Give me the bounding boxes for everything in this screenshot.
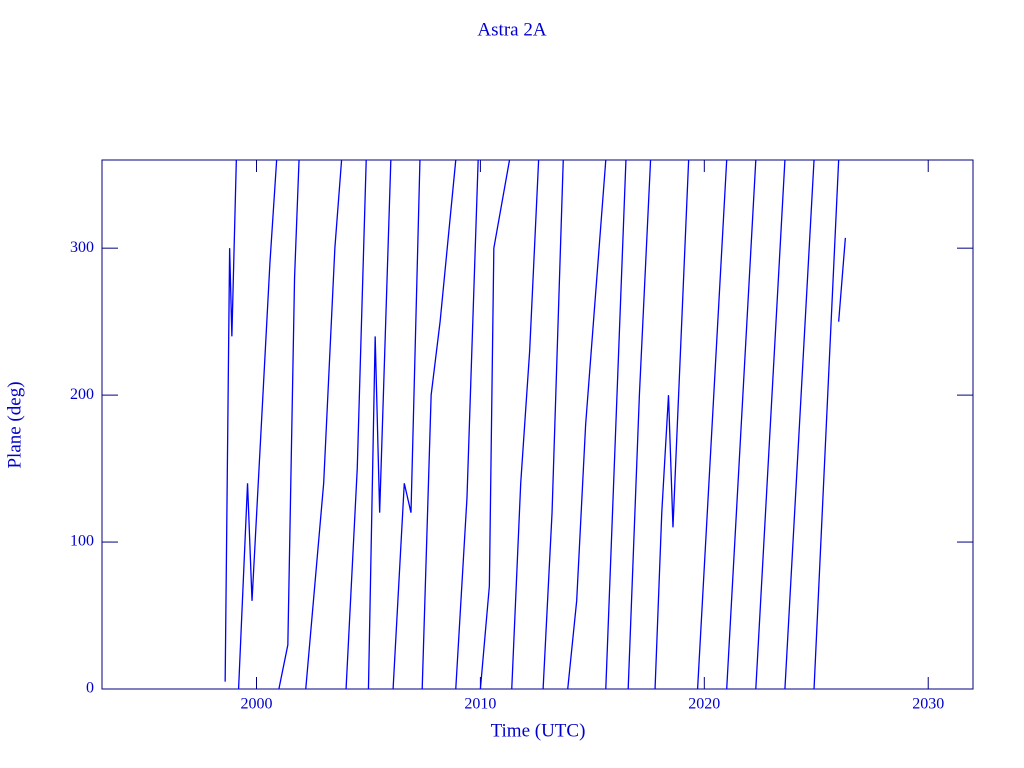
x-tick-label: 2010 [464, 696, 496, 713]
x-tick-label: 2030 [912, 696, 944, 713]
y-tick-label: 100 [70, 533, 94, 550]
y-tick-label: 0 [86, 680, 94, 697]
y-tick-label: 300 [70, 239, 94, 256]
y-axis-label: Plane (deg) [4, 381, 25, 468]
x-tick-label: 2000 [240, 696, 272, 713]
plot-frame [101, 159, 974, 690]
y-tick-label: 200 [70, 386, 94, 403]
x-axis-label: Time (UTC) [491, 720, 586, 741]
x-tick-label: 2020 [688, 696, 720, 713]
data-line [224, 159, 847, 690]
chart-title: Astra 2A [477, 19, 546, 40]
